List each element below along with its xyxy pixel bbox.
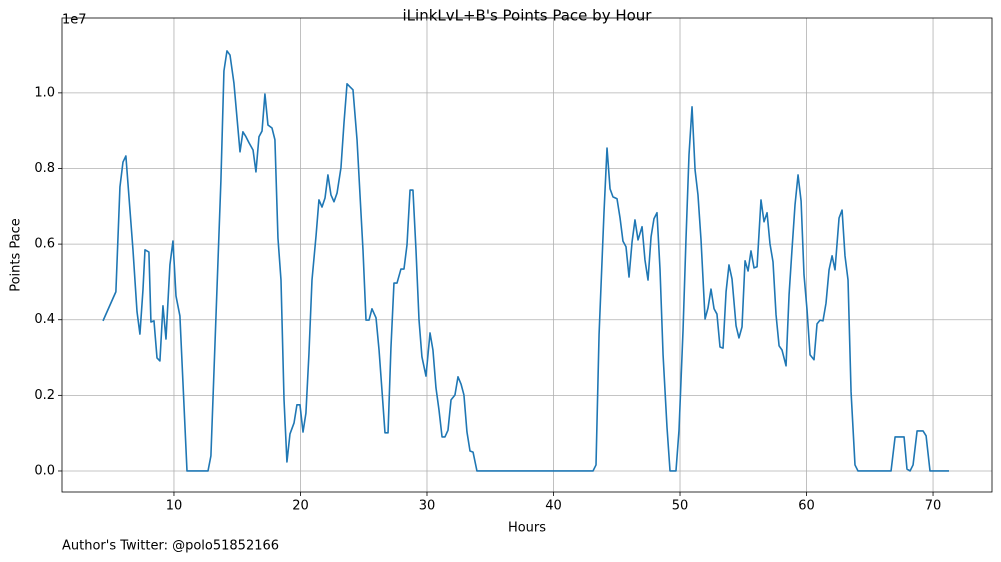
y-tick-label: 0.2 (34, 388, 55, 403)
x-axis-label: Hours (508, 521, 546, 536)
y-axis-label: Points Pace (9, 218, 24, 292)
footnote: Author's Twitter: @polo51852166 (62, 539, 279, 554)
y-tick-label: 0.8 (34, 161, 55, 176)
y-tick-label: 0.4 (34, 312, 55, 327)
x-tick-label: 20 (292, 499, 309, 514)
y-tick-label: 0.0 (34, 463, 55, 478)
x-tick-label: 10 (166, 499, 183, 514)
y-tick-label: 0.6 (34, 237, 55, 252)
x-tick-label: 60 (798, 499, 815, 514)
plot-frame (61, 17, 993, 493)
chart-title: iLinkLvL+B's Points Pace by Hour (403, 7, 653, 25)
x-tick-label: 30 (419, 499, 436, 514)
x-tick-label: 40 (545, 499, 562, 514)
data-line (102, 50, 949, 472)
offset-text: 1e7 (62, 13, 87, 28)
x-tick-label: 70 (925, 499, 942, 514)
y-tick-label: 1.0 (34, 85, 55, 100)
x-tick-label: 50 (672, 499, 689, 514)
